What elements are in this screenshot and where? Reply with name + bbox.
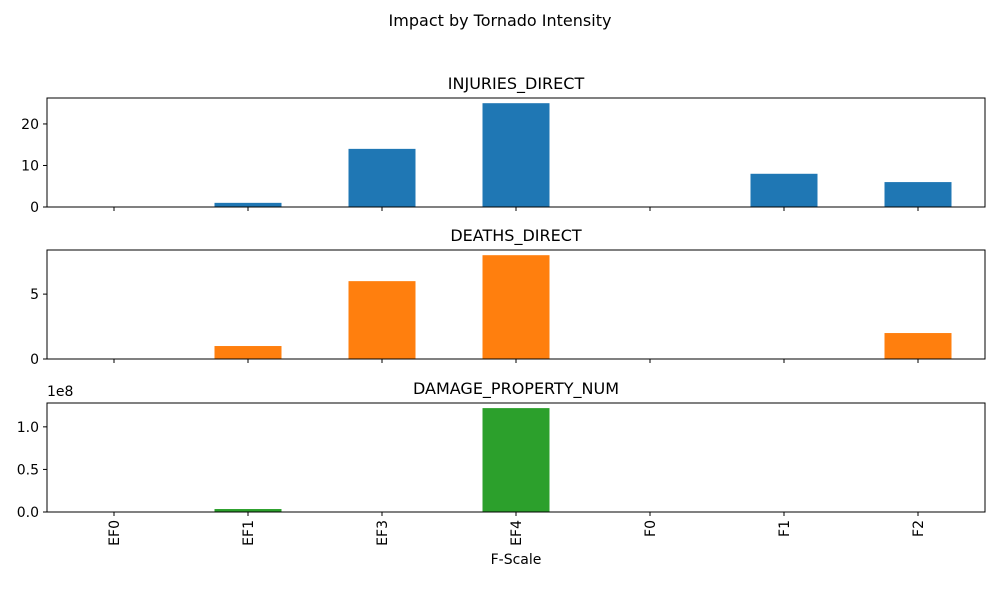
subplot-1-ytick-label: 20 (21, 117, 39, 133)
subplot-1-ytick-label: 0 (30, 200, 39, 216)
subplot-1-bar-ef1 (214, 202, 282, 207)
subplot-2-bar-ef1 (214, 346, 282, 359)
subplot-1-ytick-label: 10 (21, 158, 39, 174)
subplot-1-bar-ef3 (348, 148, 416, 207)
x-tick-label-ef3: EF3 (375, 520, 391, 546)
subplot-2-bar-f2 (884, 333, 952, 359)
x-tick-label-f2: F2 (911, 520, 927, 537)
x-tick-label-f1: F1 (777, 520, 793, 537)
x-axis-label: F-Scale (491, 552, 542, 568)
subplot-2-ytick-label: 0 (30, 352, 39, 368)
subplot-3-bar-ef4 (482, 408, 550, 512)
subplot-3-ytick-label: 0.0 (17, 505, 39, 521)
x-tick-label-ef0: EF0 (107, 520, 123, 546)
subplot-3-offset-label: 1e8 (47, 384, 73, 400)
subplot-3-ytick-label: 0.5 (17, 462, 39, 478)
subplot-1-title: INJURIES_DIRECT (448, 74, 585, 94)
subplot-3-title: DAMAGE_PROPERTY_NUM (413, 379, 619, 399)
subplot-3-bar-ef1 (214, 509, 282, 512)
x-tick-label-ef1: EF1 (241, 520, 257, 546)
subplot-2-bar-ef3 (348, 281, 416, 359)
subplot-1-bar-f1 (750, 173, 818, 207)
x-tick-label-f0: F0 (643, 520, 659, 537)
x-tick-label-ef4: EF4 (509, 520, 525, 546)
chart-title: Impact by Tornado Intensity (389, 11, 612, 30)
subplot-3-ytick-label: 1.0 (17, 420, 39, 436)
subplot-2-bar-ef4 (482, 255, 550, 359)
subplot-1-bar-ef4 (482, 103, 550, 207)
subplot-2-ytick-label: 5 (30, 287, 39, 303)
subplot-1-bar-f2 (884, 182, 952, 207)
subplot-2-title: DEATHS_DIRECT (450, 226, 582, 246)
